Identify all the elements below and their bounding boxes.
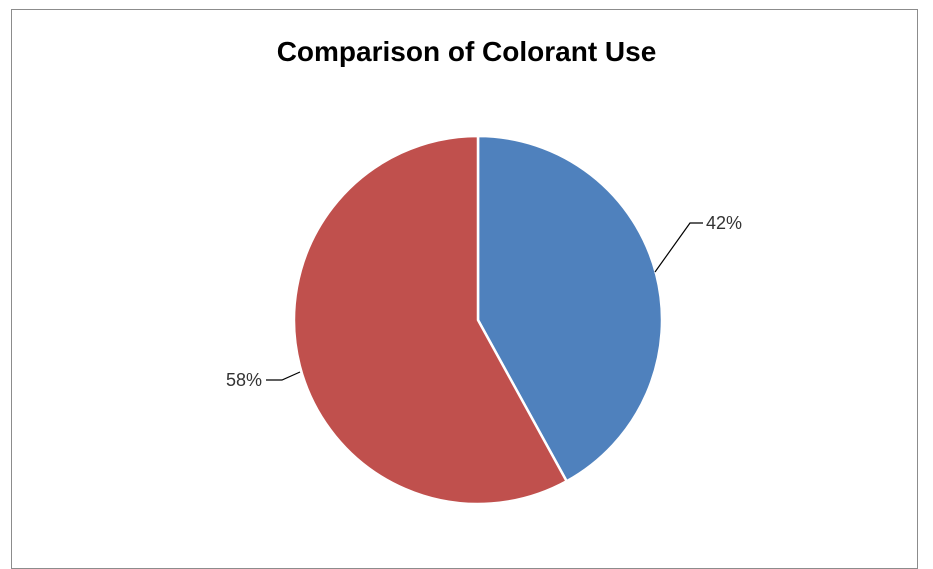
pie-chart: 42% 58% xyxy=(226,134,742,506)
pie-slice-2 xyxy=(292,134,568,506)
leader-line-2 xyxy=(266,371,301,381)
leader-line-1 xyxy=(654,222,703,273)
pie-slice-1 xyxy=(476,134,664,483)
chart-title: Comparison of Colorant Use xyxy=(276,36,657,67)
data-label-1: 42% xyxy=(706,213,742,233)
data-label-2: 58% xyxy=(226,370,262,390)
